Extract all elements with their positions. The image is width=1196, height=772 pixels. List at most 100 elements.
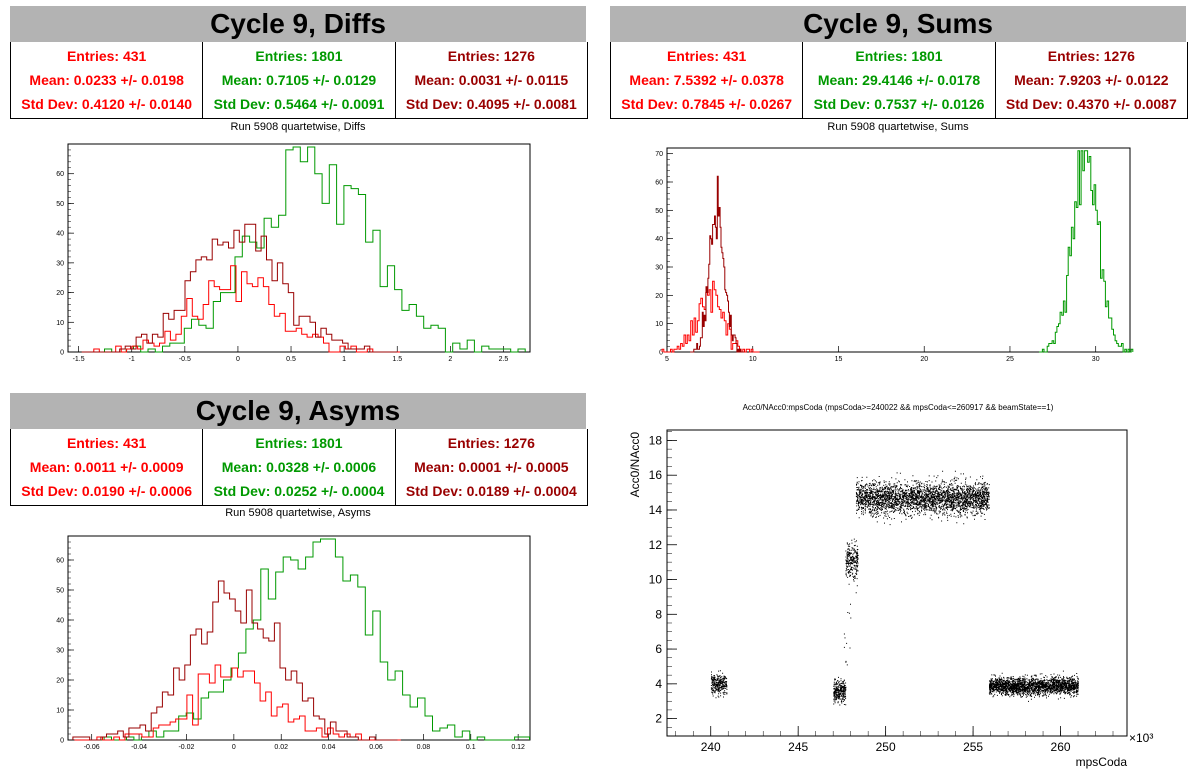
stat-col-green: Entries: 1801 Mean: 0.0328 +/- 0.0006 St… xyxy=(203,429,396,505)
y-tick-label: 0 xyxy=(659,350,663,357)
stat-mean: Mean: 0.0011 +/- 0.0009 xyxy=(29,459,184,475)
sums-stats-box: Entries: 431 Mean: 7.5392 +/- 0.0378 Std… xyxy=(610,42,1188,119)
diffs-stats-box: Entries: 431 Mean: 0.0233 +/- 0.0198 Std… xyxy=(10,42,588,119)
series-red-histogram xyxy=(661,280,760,353)
x-tick-label: -0.02 xyxy=(178,744,194,751)
y-tick-label: 6 xyxy=(655,642,662,656)
stat-std: Std Dev: 0.0190 +/- 0.0006 xyxy=(21,483,193,499)
y-tick-label: 60 xyxy=(56,171,64,178)
asyms-banner: Cycle 9, Asyms xyxy=(10,393,586,429)
y-tick-label: 20 xyxy=(56,678,64,685)
x-tick-label: 30 xyxy=(1092,356,1100,363)
x-tick-label: 0.12 xyxy=(511,744,525,751)
series-green-histogram xyxy=(1039,150,1134,353)
scatter-points xyxy=(710,470,1079,706)
y-tick-label: 40 xyxy=(56,618,64,625)
x-tick-label: 1.5 xyxy=(392,356,402,363)
stat-entries: Entries: 1801 xyxy=(255,48,343,64)
stat-mean: Mean: 0.0001 +/- 0.0005 xyxy=(414,459,569,475)
stat-col-red: Entries: 431 Mean: 0.0233 +/- 0.0198 Std… xyxy=(11,42,204,118)
series-green-histogram xyxy=(104,146,526,353)
stat-entries: Entries: 1801 xyxy=(255,435,343,451)
scatter-title: Acc0/NAcc0:mpsCoda (mpsCoda>=240022 && m… xyxy=(742,403,1054,412)
x-tick-label: 0.04 xyxy=(322,744,336,751)
sums-subtitle: Run 5908 quartetwise, Sums xyxy=(827,121,969,133)
x-tick-label: 0.1 xyxy=(466,744,476,751)
y-tick-label: 10 xyxy=(56,320,64,327)
stat-entries: Entries: 1276 xyxy=(447,435,535,451)
sums-banner: Cycle 9, Sums xyxy=(610,6,1186,42)
y-tick-label: 4 xyxy=(655,677,662,691)
y-tick-label: 50 xyxy=(56,588,64,595)
scatter-plot: 2 4 6 8 10 12 14 16 18 240 245 250 255 260 mpsCoda×10³… xyxy=(628,429,1153,769)
diffs-banner: Cycle 9, Diffs xyxy=(10,6,586,42)
y-tick-label: 12 xyxy=(649,538,663,552)
series-darkred-histogram xyxy=(690,175,745,353)
x-tick-label: 0.08 xyxy=(417,744,431,751)
y-tick-label: 30 xyxy=(655,265,663,272)
x-tick-label: 0.5 xyxy=(286,356,296,363)
stat-mean: Mean: 29.4146 +/- 0.0178 xyxy=(817,72,981,88)
diffs-subtitle: Run 5908 quartetwise, Diffs xyxy=(230,121,366,133)
x-tick-label: 2 xyxy=(448,356,452,363)
stat-std: Std Dev: 0.7845 +/- 0.0267 xyxy=(621,96,793,112)
stat-col-darkred: Entries: 1276 Mean: 7.9203 +/- 0.0122 St… xyxy=(996,42,1187,118)
y-tick-label: 30 xyxy=(56,648,64,655)
y-tick-label: 30 xyxy=(56,260,64,267)
stat-entries: Entries: 1276 xyxy=(1047,48,1135,64)
stat-mean: Mean: 0.7105 +/- 0.0129 xyxy=(221,72,377,88)
x-multiplier-label: ×10³ xyxy=(1129,731,1153,745)
plot-frame xyxy=(67,143,531,353)
stat-col-darkred: Entries: 1276 Mean: 0.0001 +/- 0.0005 St… xyxy=(396,429,587,505)
x-tick-label: 20 xyxy=(920,356,928,363)
series-red-histogram xyxy=(74,664,401,741)
y-tick-label: 8 xyxy=(655,607,662,621)
stat-mean: Mean: 0.0031 +/- 0.0115 xyxy=(414,72,569,88)
asyms-histogram: 0 10 20 30 40 50 60 -0.06 -0.04 -0.02 0 0.02 0.04 0.0… xyxy=(56,535,531,751)
x-tick-label: 245 xyxy=(788,740,808,754)
y-tick-label: 14 xyxy=(649,503,663,517)
stat-col-green: Entries: 1801 Mean: 29.4146 +/- 0.0178 S… xyxy=(803,42,996,118)
asyms-subtitle: Run 5908 quartetwise, Asyms xyxy=(225,507,371,519)
x-tick-label: -0.5 xyxy=(179,356,191,363)
x-tick-label: 5 xyxy=(665,356,669,363)
sums-histogram: 0 10 20 30 40 50 60 70 5 10 15 20 25 30 xyxy=(655,147,1134,363)
x-tick-label: 0 xyxy=(236,356,240,363)
x-tick-label: 10 xyxy=(749,356,757,363)
x-tick-label: 1 xyxy=(342,356,346,363)
y-tick-label: 0 xyxy=(60,738,64,745)
y-tick-label: 60 xyxy=(655,180,663,187)
stat-entries: Entries: 431 xyxy=(66,435,147,451)
y-tick-label: 60 xyxy=(56,558,64,565)
x-tick-label: -1 xyxy=(129,356,135,363)
y-tick-label: 0 xyxy=(60,350,64,357)
x-tick-label: 255 xyxy=(963,740,983,754)
x-tick-label: -0.06 xyxy=(84,744,100,751)
stat-col-red: Entries: 431 Mean: 0.0011 +/- 0.0009 Std… xyxy=(11,429,204,505)
plot-frame xyxy=(67,535,531,741)
x-tick-label: 2.5 xyxy=(499,356,509,363)
y-tick-label: 40 xyxy=(56,231,64,238)
stat-entries: Entries: 1801 xyxy=(855,48,943,64)
y-tick-label: 16 xyxy=(649,468,663,482)
diffs-histogram: 0 10 20 30 40 50 60 -1.5 -1 -0.5 0 0.5 1 1.5 2 2.5 xyxy=(56,143,531,363)
stat-std: Std Dev: 0.4370 +/- 0.0087 xyxy=(1005,96,1177,112)
y-tick-label: 50 xyxy=(655,208,663,215)
stat-mean: Mean: 7.9203 +/- 0.0122 xyxy=(1014,72,1169,88)
y-tick-label: 18 xyxy=(649,433,663,447)
y-tick-label: 70 xyxy=(655,151,663,158)
stat-std: Std Dev: 0.7537 +/- 0.0126 xyxy=(813,96,985,112)
asyms-stats-box: Entries: 431 Mean: 0.0011 +/- 0.0009 Std… xyxy=(10,429,588,506)
x-tick-label: 250 xyxy=(876,740,896,754)
stat-col-red: Entries: 431 Mean: 7.5392 +/- 0.0378 Std… xyxy=(611,42,804,118)
plot-frame xyxy=(666,429,1128,737)
x-tick-label: -0.04 xyxy=(131,744,147,751)
y-tick-label: 2 xyxy=(655,712,662,726)
stat-entries: Entries: 431 xyxy=(66,48,147,64)
y-tick-label: 10 xyxy=(655,321,663,328)
x-tick-label: -1.5 xyxy=(73,356,85,363)
x-tick-label: 25 xyxy=(1006,356,1014,363)
stat-mean: Mean: 0.0233 +/- 0.0198 xyxy=(29,72,184,88)
stat-mean: Mean: 0.0328 +/- 0.0006 xyxy=(221,459,377,475)
y-tick-label: 20 xyxy=(56,290,64,297)
